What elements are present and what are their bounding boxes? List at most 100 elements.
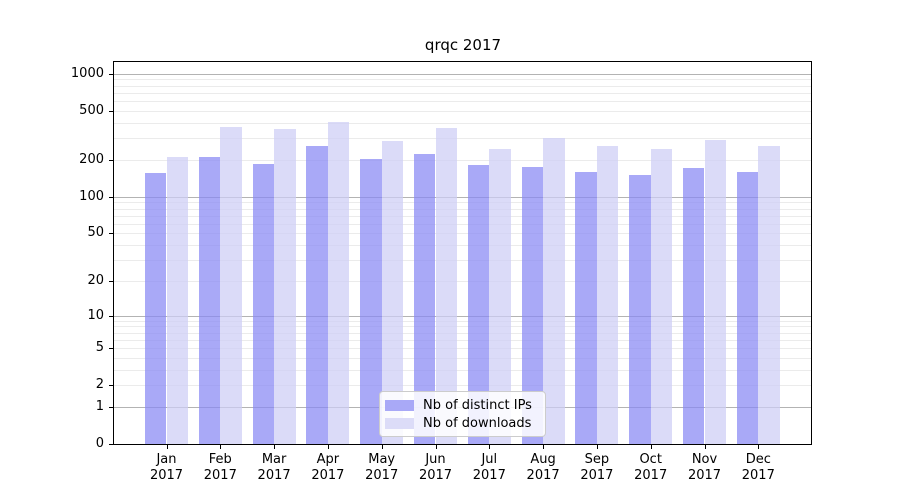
y-tick-mark xyxy=(109,406,113,408)
major-gridline xyxy=(114,315,811,317)
x-tick-label-nov: Nov 2017 xyxy=(687,452,722,483)
y-tick-label: 1 xyxy=(95,398,104,414)
x-tick-label-jul: Jul 2017 xyxy=(472,452,506,483)
bar-distinct-ips-may xyxy=(360,158,382,445)
y-tick-mark xyxy=(109,280,113,282)
minor-gridline xyxy=(114,85,811,87)
bar-downloads-jul xyxy=(489,148,511,445)
x-tick-label-jan: Jan 2017 xyxy=(149,452,184,483)
legend-label-distinct-ips: Nb of distinct IPs xyxy=(423,397,532,413)
x-tick-mark xyxy=(758,445,760,449)
minor-gridline xyxy=(114,260,811,261)
major-gridline xyxy=(114,196,811,198)
bar-distinct-ips-oct xyxy=(629,174,651,445)
x-tick-mark xyxy=(543,445,545,449)
minor-gridline xyxy=(114,280,811,282)
minor-gridline xyxy=(114,110,811,112)
minor-gridline xyxy=(114,122,811,124)
y-tick-label: 500 xyxy=(79,102,104,118)
legend-item-downloads: Nb of downloads xyxy=(385,414,537,432)
bar-downloads-aug xyxy=(543,138,565,445)
y-tick-label: 2 xyxy=(95,377,104,393)
x-tick-mark xyxy=(704,445,706,449)
minor-gridline xyxy=(114,320,811,322)
x-tick-label-oct: Oct 2017 xyxy=(634,452,668,483)
bar-distinct-ips-jun xyxy=(413,154,436,445)
x-tick-label-aug: Aug 2017 xyxy=(526,452,560,483)
bar-downloads-sep xyxy=(596,146,619,445)
minor-gridline xyxy=(114,101,811,103)
y-tick-mark xyxy=(109,73,113,75)
x-tick-mark xyxy=(650,445,652,449)
minor-gridline xyxy=(114,369,811,371)
bar-downloads-nov xyxy=(704,140,727,445)
y-tick-mark xyxy=(109,444,113,445)
y-tick-label: 1000 xyxy=(70,65,104,81)
y-tick-label: 10 xyxy=(87,307,104,323)
minor-gridline xyxy=(114,79,811,81)
minor-gridline xyxy=(114,233,811,235)
legend: Nb of distinct IPs Nb of downloads xyxy=(379,391,546,437)
x-tick-mark xyxy=(596,445,598,449)
bar-distinct-ips-apr xyxy=(306,145,328,445)
x-tick-label-dec: Dec 2017 xyxy=(741,452,775,483)
x-tick-label-feb: Feb 2017 xyxy=(203,452,237,483)
minor-gridline xyxy=(114,385,811,387)
bar-distinct-ips-sep xyxy=(575,171,597,445)
minor-gridline xyxy=(114,138,811,140)
y-tick-mark xyxy=(109,159,113,161)
x-tick-label-apr: Apr 2017 xyxy=(311,452,345,483)
major-gridline xyxy=(114,73,811,75)
x-tick-mark xyxy=(435,445,437,449)
x-tick-mark xyxy=(166,445,168,449)
y-tick-mark xyxy=(109,348,113,349)
bar-downloads-apr xyxy=(327,121,350,445)
y-tick-mark xyxy=(109,385,113,387)
y-tick-label: 0 xyxy=(95,436,104,451)
x-tick-mark xyxy=(220,445,222,449)
bar-downloads-dec xyxy=(758,145,780,445)
x-tick-label-sep: Sep 2017 xyxy=(580,452,614,483)
y-tick-label: 100 xyxy=(79,188,104,204)
x-tick-mark xyxy=(274,445,276,449)
x-tick-mark xyxy=(489,445,491,449)
bar-distinct-ips-jan xyxy=(144,173,167,445)
x-tick-label-mar: Mar 2017 xyxy=(257,452,291,483)
legend-item-distinct-ips: Nb of distinct IPs xyxy=(385,396,537,414)
bar-distinct-ips-aug xyxy=(521,167,544,445)
bar-downloads-jun xyxy=(435,128,458,445)
minor-gridline xyxy=(114,215,811,217)
y-tick-label: 20 xyxy=(87,272,104,288)
bar-distinct-ips-jul xyxy=(467,164,490,445)
bar-distinct-ips-mar xyxy=(252,163,275,445)
y-tick-mark xyxy=(109,315,113,317)
legend-swatch-distinct-ips-icon xyxy=(385,399,414,411)
bar-distinct-ips-dec xyxy=(736,172,759,445)
minor-gridline xyxy=(114,339,811,341)
minor-gridline xyxy=(114,159,811,161)
x-tick-mark xyxy=(381,445,383,449)
y-tick-mark xyxy=(109,233,113,235)
y-tick-label: 5 xyxy=(95,340,104,355)
bar-downloads-jan xyxy=(166,157,189,445)
minor-gridline xyxy=(114,208,811,210)
y-tick-mark xyxy=(109,196,113,198)
y-tick-label: 200 xyxy=(79,151,104,167)
bar-downloads-feb xyxy=(220,126,242,445)
minor-gridline xyxy=(114,357,811,359)
minor-gridline xyxy=(114,332,811,334)
bar-distinct-ips-feb xyxy=(198,156,221,445)
legend-swatch-downloads-icon xyxy=(385,417,414,429)
bar-downloads-may xyxy=(381,140,404,445)
x-tick-mark xyxy=(327,445,329,449)
y-tick-label: 50 xyxy=(87,225,104,241)
legend-label-downloads: Nb of downloads xyxy=(423,415,532,431)
minor-gridline xyxy=(114,245,811,246)
minor-gridline xyxy=(114,348,811,349)
bar-downloads-mar xyxy=(274,128,296,445)
bar-downloads-oct xyxy=(650,149,673,445)
y-tick-mark xyxy=(109,110,113,112)
bar-distinct-ips-nov xyxy=(682,167,705,445)
minor-gridline xyxy=(114,326,811,328)
